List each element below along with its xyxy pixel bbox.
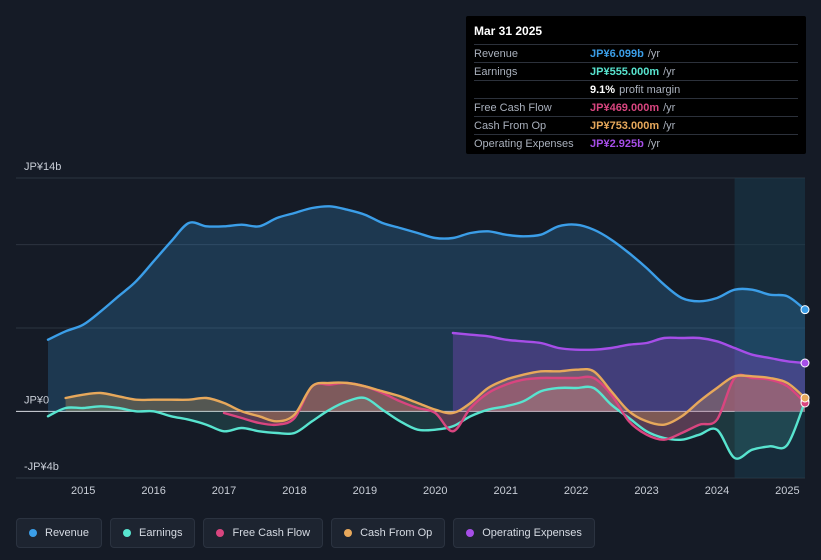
tooltip-row-unit: /yr (647, 47, 661, 60)
tooltip-row: Operating Expenses JP¥2.925b/yr (474, 134, 798, 152)
legend-label: Cash From Op (360, 527, 433, 539)
tooltip-row-value: JP¥753.000m (590, 119, 660, 132)
tooltip-row-unit: /yr (647, 137, 661, 150)
tooltip-row-label: Earnings (474, 65, 518, 78)
tooltip-row-label: Cash From Op (474, 119, 547, 132)
tooltip-row-value: JP¥469.000m (590, 101, 660, 114)
chart-legend: Revenue Earnings Free Cash Flow Cash From O… (16, 518, 595, 548)
y-tick-label: JP¥0 (24, 394, 49, 406)
x-tick-label: 2017 (212, 485, 236, 497)
forecast-highlight-band (734, 178, 805, 478)
tooltip-row-label: Operating Expenses (474, 137, 574, 150)
legend-label: Earnings (139, 527, 183, 539)
chart-end-dots (800, 305, 810, 408)
legend-item-cash-from-op[interactable]: Cash From Op (331, 518, 446, 548)
tooltip-row-unit: /yr (663, 101, 676, 114)
x-tick-label: 2023 (634, 485, 658, 497)
tooltip-row-value: JP¥555.000m (590, 65, 660, 78)
legend-dot-icon (344, 529, 353, 537)
tooltip-row: Cash From Op JP¥753.000m/yr (474, 116, 798, 134)
tooltip-row: Earnings JP¥555.000m/yr (474, 62, 798, 80)
earnings-area (48, 386, 805, 459)
x-tick-label: 2018 (282, 485, 306, 497)
revenue-end-point (800, 305, 810, 315)
tooltip-row: Revenue JP¥6.099b/yr (474, 44, 798, 62)
earnings-line (46, 385, 807, 460)
x-tick-label: 2015 (71, 485, 95, 497)
tooltip-row-unit: profit margin (619, 83, 681, 96)
tooltip-row: Free Cash Flow JP¥469.000m/yr (474, 98, 798, 116)
x-tick-label: 2022 (564, 485, 588, 497)
x-tick-label: 2019 (353, 485, 377, 497)
x-tick-label: 2025 (775, 485, 799, 497)
tooltip-rows: Revenue JP¥6.099b/yr Earnings JP¥555.000m/y… (474, 44, 798, 152)
tooltip-date: Mar 31 2025 (474, 24, 543, 38)
tooltip-row-unit: /yr (663, 119, 676, 132)
tooltip-row-label: Revenue (474, 47, 519, 60)
legend-item-revenue[interactable]: Revenue (16, 518, 103, 548)
x-tick-label: 2024 (705, 485, 729, 497)
tooltip-row-unit: /yr (663, 65, 676, 78)
x-tick-label: 2016 (141, 485, 165, 497)
data-tooltip: Mar 31 2025 Revenue JP¥6.099b/yr Earnings J… (466, 16, 806, 154)
x-tick-label: 2021 (493, 485, 517, 497)
cash-from-op-line (64, 367, 807, 427)
legend-dot-icon (123, 529, 132, 537)
x-tick-label: 2020 (423, 485, 447, 497)
legend-dot-icon (466, 529, 475, 537)
revenue-area (48, 206, 805, 412)
legend-label: Revenue (45, 527, 90, 539)
y-tick-label: -JP¥4b (24, 461, 59, 473)
cash-from-op-end-point (800, 393, 810, 403)
free-cash-flow-area (224, 374, 805, 440)
tooltip-row-value: JP¥2.925b (590, 137, 644, 150)
y-tick-label: JP¥14b (24, 161, 61, 173)
chart-areas (48, 206, 806, 459)
revenue-line (46, 205, 807, 341)
x-axis-labels: 2015 2016 2017 2018 2019 2020 2021 2022 2023 2024… (71, 485, 800, 497)
legend-item-operating-expenses[interactable]: Operating Expenses (453, 518, 595, 548)
legend-dot-icon (29, 529, 37, 537)
operating-expenses-end-point (800, 358, 810, 368)
y-axis-labels: JP¥14b JP¥0 -JP¥4b (24, 161, 61, 473)
legend-item-earnings[interactable]: Earnings (110, 518, 196, 548)
legend-dot-icon (216, 529, 225, 537)
legend-label: Operating Expenses (482, 527, 582, 539)
operating-expenses-line (451, 331, 807, 365)
chart-lines (46, 205, 807, 460)
legend-label: Free Cash Flow (232, 527, 311, 539)
tooltip-row-value: JP¥6.099b (590, 47, 644, 60)
tooltip-row-value: 9.1% (590, 83, 616, 96)
legend-item-free-cash-flow[interactable]: Free Cash Flow (203, 518, 324, 548)
tooltip-row: 9.1% profit margin (474, 80, 798, 98)
tooltip-row-label: Free Cash Flow (474, 101, 552, 114)
